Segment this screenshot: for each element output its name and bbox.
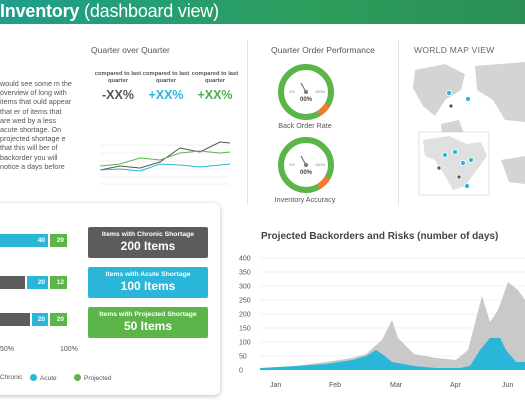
legend-projected: Projected (74, 374, 111, 382)
stat-label-2: compared to last quarter (142, 71, 190, 84)
page-title: Inventory (dashboard view) (0, 1, 219, 21)
legend-acute: Acute (30, 374, 57, 382)
backorders-chart: 400 350 300 250 200 150 100 50 0 Jan Feb Mar Apr Jun (239, 256, 525, 389)
bar-acute: 40 (0, 234, 48, 247)
badge-label: Items with Chronic Shortage (101, 231, 195, 238)
bar-acute: 20 (27, 276, 48, 289)
gauge-min-label: 0% (289, 162, 295, 167)
performance-section-title: Quarter Order Performance (271, 45, 375, 55)
x-tick-label: Jan (270, 382, 281, 389)
y-tick-label: 150 (239, 326, 251, 333)
badge-value: 200 Items (120, 239, 176, 253)
legend-chronic: Chronic (0, 374, 23, 381)
x-tick-label: Jun (502, 382, 513, 389)
stat-value-1: -XX% (102, 88, 134, 102)
x-tick-label: Apr (450, 382, 462, 389)
badge-value: 100 Items (120, 279, 176, 293)
badge-projected: Items with Projected Shortage 50 Items (88, 307, 208, 338)
gauge-value: 00% (300, 97, 313, 103)
gauge-min-label: 0% (289, 89, 295, 94)
gauge-max-label: 100% (315, 162, 326, 167)
y-tick-label: 50 (239, 354, 247, 361)
bar-projected: 20 (50, 234, 67, 247)
gauge-max-label: 100% (315, 89, 326, 94)
stat-label-1: compared to last quarter (94, 71, 142, 84)
series-line-teal (100, 163, 231, 172)
bar-axis-label: 100% (60, 346, 78, 353)
bar-projected: 20 (50, 313, 67, 326)
page-header: Inventory (dashboard view) (0, 0, 525, 24)
bar-axis-label: 50% (0, 346, 15, 353)
badge-label: Items with Acute Shortage (105, 271, 191, 278)
x-tick-label: Feb (329, 382, 341, 389)
stat-value-2: +XX% (148, 88, 184, 102)
badge-chronic: Items with Chronic Shortage 200 Items (88, 227, 208, 258)
quarter-section-title: Quarter over Quarter (91, 45, 170, 55)
gauge-value: 00% (300, 170, 313, 176)
badge-label: Items with Projected Shortage (99, 311, 197, 318)
gauge-label: Back Order Rate (278, 121, 332, 130)
bar-chronic (0, 276, 25, 289)
stat-value-3: +XX% (197, 88, 233, 102)
quarter-line-chart (100, 141, 231, 185)
series-line-green (100, 150, 231, 167)
legend-dot (30, 374, 37, 381)
badge-acute: Items with Acute Shortage 100 Items (88, 267, 208, 298)
backorders-title: Projected Backorders and Risks (number o… (261, 231, 499, 242)
series-area-green (260, 369, 525, 370)
gauge-back-order-rate: 0% 100% 00% (278, 64, 334, 120)
bar-projected: 12 (50, 276, 67, 289)
badge-value: 50 Items (123, 319, 173, 333)
y-tick-label: 250 (239, 298, 251, 305)
y-tick-label: 100 (239, 340, 251, 347)
y-tick-label: 0 (239, 368, 243, 375)
y-tick-label: 300 (239, 284, 251, 291)
y-tick-label: 400 (239, 256, 251, 263)
series-line-gray (100, 141, 231, 171)
divider (398, 40, 399, 205)
divider (247, 40, 248, 205)
y-tick-label: 200 (239, 312, 251, 319)
series-area-teal (260, 338, 525, 370)
world-map[interactable] (405, 60, 525, 200)
x-tick-label: Mar (390, 382, 403, 389)
stat-label-3: compared to last quarter (191, 71, 239, 84)
bar-chronic (0, 313, 30, 326)
map-section-title: WORLD MAP VIEW (414, 45, 495, 55)
series-area-gray (260, 282, 525, 370)
bar-acute: 20 (32, 313, 48, 326)
gauge-inventory-accuracy: 0% 100% 00% (278, 137, 334, 193)
intro-text: would see some m the overview of long wi… (0, 79, 72, 171)
gauge-label: Inventory Accuracy (274, 195, 336, 204)
y-tick-label: 350 (239, 270, 251, 277)
legend-dot (74, 374, 81, 381)
